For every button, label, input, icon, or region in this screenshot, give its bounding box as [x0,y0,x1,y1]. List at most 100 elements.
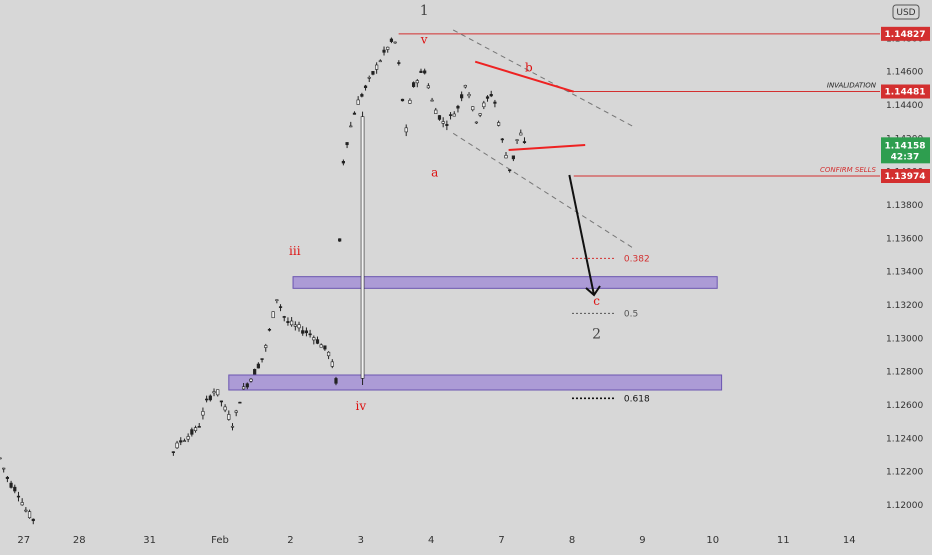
projection-arrowhead[interactable] [585,285,601,297]
candle-body [382,49,386,53]
candle-body [371,71,375,75]
candle-body [249,378,253,382]
y-tick-label: 1.14600 [886,68,923,78]
candle-body [397,62,401,64]
candle-body [408,99,412,104]
candle-body [497,122,501,126]
y-tick-label: 1.12200 [886,468,923,478]
candle-body [260,358,264,360]
candle-body [345,142,349,146]
fib-level-label: 0.382 [624,254,650,264]
plot-area[interactable] [0,0,880,525]
price-tag-label: 1.13974 [885,172,926,182]
level-note: INVALIDATION [827,82,877,90]
x-tick-label: 3 [358,535,364,546]
y-tick-label: 1.13400 [886,268,923,278]
candle-body [522,141,527,144]
currency-badge[interactable]: USD [892,4,920,20]
candle-body [197,426,201,428]
candle-body [223,406,227,411]
candle-body [415,80,419,84]
price-tag[interactable] [881,169,930,183]
x-tick-label: 14 [843,535,856,546]
candle-body [419,70,423,73]
currency-badge-label: USD [896,8,915,18]
candle-body [186,436,190,440]
candle-body [230,425,235,428]
candle-body [323,345,327,350]
y-tick-label: 1.12800 [886,368,923,378]
candle-body [474,121,479,124]
candle-body [201,411,205,416]
x-tick-label: 9 [639,535,645,546]
candle-body [482,102,486,108]
candle-body [338,238,342,242]
candle-body [430,99,434,102]
candle-body [5,476,9,479]
support-zone[interactable] [228,374,723,391]
candle-body [504,155,508,159]
candle-body [478,113,482,116]
candle-body [282,316,286,318]
projection-arrow[interactable] [568,174,595,296]
candle-body [315,339,320,344]
candle-body [234,410,238,413]
candle-body [471,106,475,111]
candle-body [360,116,365,379]
y-tick-label: 1.14400 [886,101,923,111]
candle-body [0,457,2,460]
x-tick-label: 28 [73,535,86,546]
time-axis[interactable] [0,525,880,550]
candle-body [519,132,523,136]
y-tick-label: 1.12400 [886,434,923,444]
candle-body [411,82,416,87]
y-tick-label: 1.13000 [886,334,923,344]
candle-body [253,369,257,375]
wave-label: b [525,61,533,75]
candle-body [9,482,13,488]
price-tag[interactable] [881,84,930,99]
y-tick-label: 1.12000 [886,501,923,511]
channel-upper-line[interactable] [452,29,634,128]
candle-body [326,351,331,357]
support-zone[interactable] [292,276,718,289]
wave-label: c [593,294,600,308]
candle-body [20,502,24,506]
y-tick-label: 1.13600 [886,234,923,244]
candle-body [16,495,21,498]
current-price-tag[interactable] [881,137,930,164]
candle-body [171,451,175,453]
candle-body [275,299,279,301]
candle-body [400,98,405,102]
candle-body [227,414,231,420]
candle-body [182,440,187,442]
candle-body [493,101,497,104]
candle-countdown: 42:37 [891,152,920,162]
x-tick-label: Feb [211,535,229,546]
x-tick-label: 7 [498,535,504,546]
x-tick-label: 8 [569,535,575,546]
candle-body [341,161,345,164]
price-tag[interactable] [881,26,930,41]
candle-body [389,38,394,42]
candle-body [212,391,216,394]
candle-body [437,115,442,120]
candle-body [367,77,371,79]
candle-body [264,345,268,348]
candle-body [278,306,283,308]
triangle-upper-line[interactable] [474,60,575,93]
x-tick-label: 11 [777,535,790,546]
wave-label: iii [289,244,301,258]
fib-level-label: 0.5 [624,309,638,319]
candle-body [489,94,493,97]
candle-body [238,401,242,404]
triangle-lower-line[interactable] [508,144,586,151]
candle-body [441,121,445,124]
candle-body [460,94,464,99]
candle-body [256,363,260,369]
candle-body [500,138,504,141]
candle-body [208,395,212,401]
current-price-label: 1.14158 [885,141,926,151]
